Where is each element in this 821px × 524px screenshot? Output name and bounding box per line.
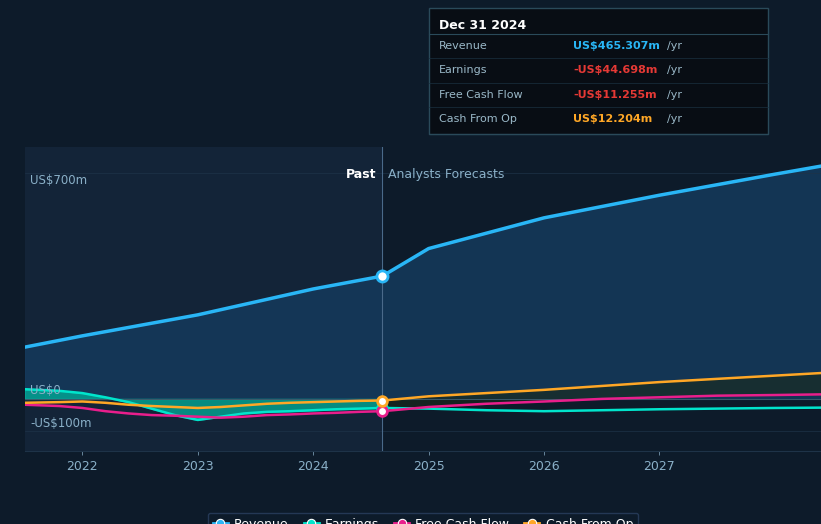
Text: Dec 31 2024: Dec 31 2024 bbox=[439, 19, 526, 32]
Text: Earnings: Earnings bbox=[439, 66, 488, 75]
Text: US$0: US$0 bbox=[30, 384, 61, 397]
Text: Analysts Forecasts: Analysts Forecasts bbox=[388, 168, 505, 181]
Text: Revenue: Revenue bbox=[439, 41, 488, 51]
Text: /yr: /yr bbox=[667, 66, 682, 75]
Text: US$12.204m: US$12.204m bbox=[573, 114, 653, 124]
Text: -US$11.255m: -US$11.255m bbox=[573, 90, 657, 100]
Bar bbox=[383, 147, 821, 451]
Text: Cash From Op: Cash From Op bbox=[439, 114, 517, 124]
Text: US$465.307m: US$465.307m bbox=[573, 41, 660, 51]
Text: /yr: /yr bbox=[667, 114, 682, 124]
Text: /yr: /yr bbox=[667, 90, 682, 100]
Text: -US$100m: -US$100m bbox=[30, 417, 92, 430]
Text: /yr: /yr bbox=[667, 41, 682, 51]
Text: US$700m: US$700m bbox=[30, 174, 88, 187]
Text: Free Cash Flow: Free Cash Flow bbox=[439, 90, 523, 100]
Bar bbox=[25, 147, 383, 451]
Legend: Revenue, Earnings, Free Cash Flow, Cash From Op: Revenue, Earnings, Free Cash Flow, Cash … bbox=[208, 512, 638, 524]
Text: -US$44.698m: -US$44.698m bbox=[573, 66, 658, 75]
Text: Past: Past bbox=[346, 168, 377, 181]
